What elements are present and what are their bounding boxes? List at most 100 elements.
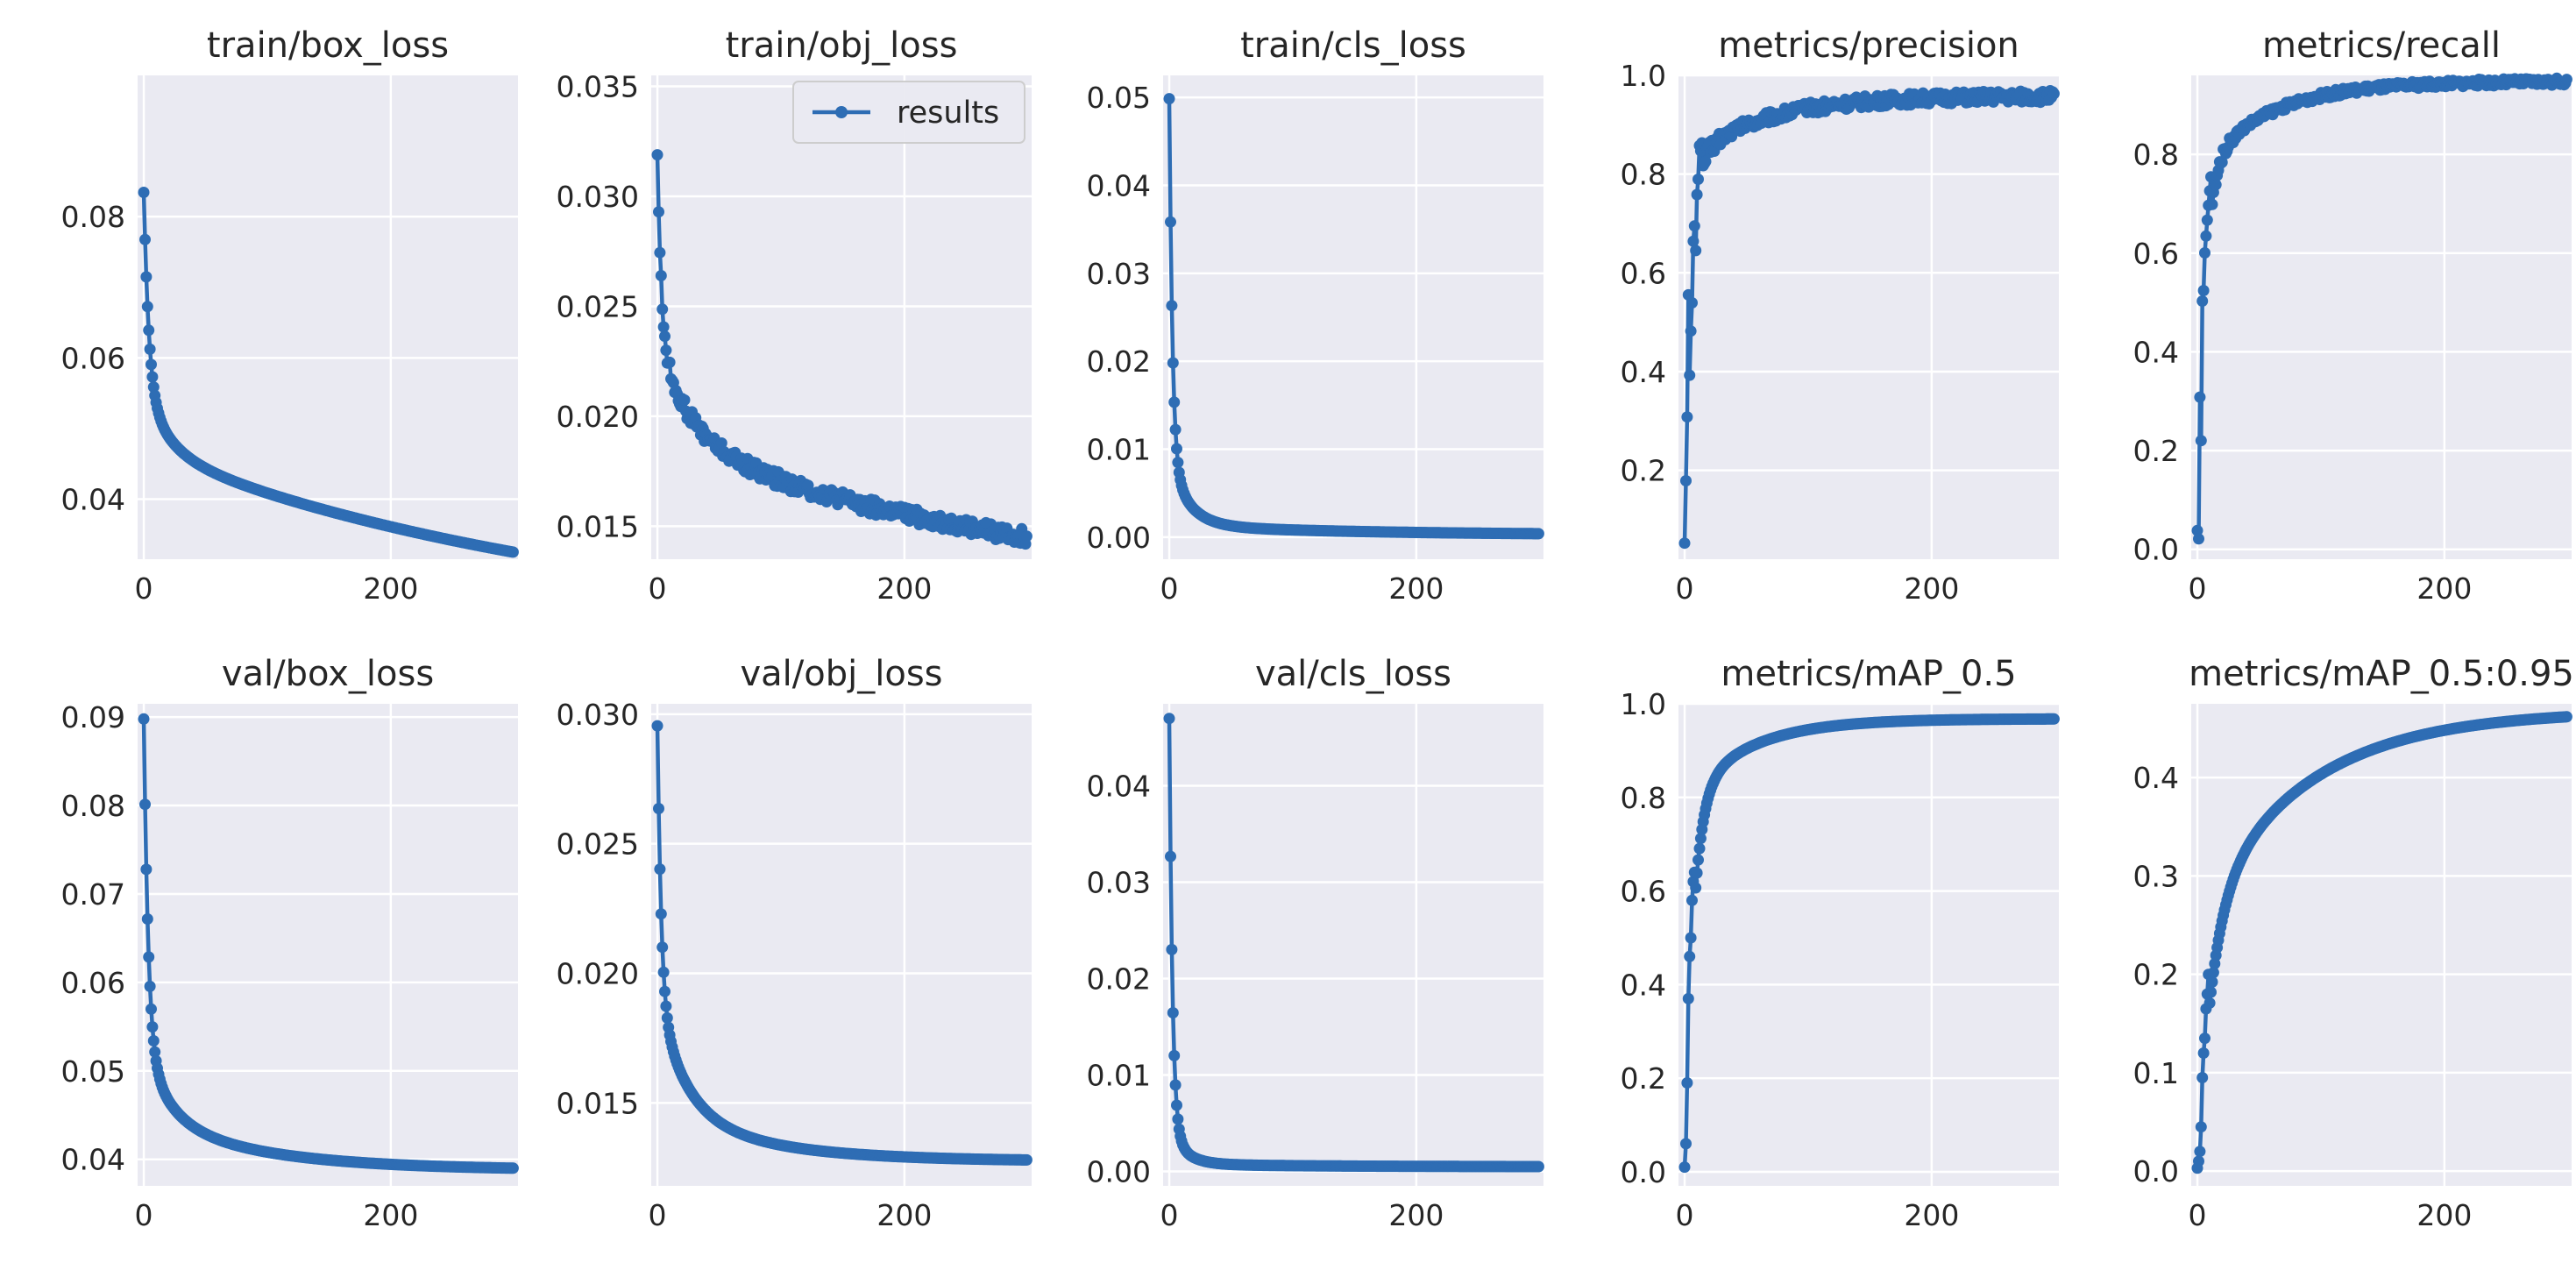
panel-metrics-map-0-5-point xyxy=(1693,842,1706,855)
panel-metrics-recall-point xyxy=(2201,214,2213,226)
panel-train-cls-loss-point xyxy=(1167,357,1179,369)
panel-train-cls-loss-ytick-label: 0.01 xyxy=(1087,433,1151,467)
panel-val-cls-loss-point xyxy=(1168,1049,1181,1061)
panel-train-box-loss-xtick-label: 0 xyxy=(135,571,153,606)
panel-val-obj-loss-point xyxy=(1020,1153,1033,1166)
panel-val-box-loss-point xyxy=(149,1046,161,1058)
panel-train-cls-loss-point xyxy=(1166,300,1178,312)
panel-metrics-map-0-5-point xyxy=(1681,1077,1693,1089)
panel-train-obj-loss-legend-box xyxy=(792,81,1025,144)
panel-val-cls-loss-point xyxy=(1167,1007,1179,1018)
panel-metrics-recall: 0 200 0.0 0.2 0.4 0.6 0.8 metrics/recall xyxy=(2133,25,2572,606)
panel-train-box-loss-point xyxy=(141,301,153,313)
panel-metrics-recall-ytick-label: 0.6 xyxy=(2133,237,2179,271)
panel-metrics-map-0-5-ytick-label: 1.0 xyxy=(1621,687,1666,721)
panel-metrics-map-0-5-0-95-ytick-label: 0.1 xyxy=(2133,1056,2179,1090)
panel-train-obj-loss-point xyxy=(653,206,664,218)
panel-train-box-loss-point xyxy=(507,546,519,558)
panel-val-cls-loss-point xyxy=(1169,1079,1182,1091)
panel-val-cls-loss-point xyxy=(1165,850,1176,862)
panel-metrics-map-0-5-point xyxy=(1685,932,1697,944)
panel-train-obj-loss-point xyxy=(678,394,691,406)
panel-train-obj-loss-point xyxy=(656,303,669,316)
panel-metrics-map-0-5-0-95-point xyxy=(2194,1146,2206,1158)
panel-train-cls-loss-point xyxy=(1171,443,1182,455)
panel-train-box-loss-plot-area xyxy=(138,75,518,559)
panel-metrics-precision-xtick-label: 0 xyxy=(1676,571,1694,606)
panel-val-cls-loss-ytick-label: 0.03 xyxy=(1087,866,1151,900)
panel-metrics-precision-point xyxy=(1690,245,1702,257)
panel-train-box-loss-point xyxy=(138,187,150,198)
panel-val-obj-loss: 0 200 0.015 0.020 0.025 0.030 val/obj_loss xyxy=(557,654,1033,1232)
panel-val-cls-loss-point xyxy=(1172,1113,1184,1125)
panel-metrics-recall-point xyxy=(2195,435,2207,447)
panel-metrics-recall-ytick-label: 0.8 xyxy=(2133,138,2179,172)
panel-val-box-loss-xtick-label: 200 xyxy=(363,1198,418,1232)
panel-metrics-recall-xtick-label: 0 xyxy=(2189,571,2207,606)
panel-val-obj-loss-point xyxy=(659,985,671,997)
panel-metrics-map-0-5-0-95-point xyxy=(2195,1121,2207,1133)
panel-train-cls-loss-plot-area xyxy=(1163,75,1543,559)
panel-train-cls-loss-point xyxy=(1165,216,1176,228)
panel-metrics-map-0-5-0-95-point xyxy=(2203,997,2216,1009)
panel-metrics-recall-point xyxy=(2197,285,2210,296)
panel-train-obj-loss-ytick-label: 0.025 xyxy=(557,289,639,323)
panel-train-box-loss-point xyxy=(139,233,151,245)
panel-val-box-loss-point xyxy=(140,863,153,876)
panel-val-obj-loss-point xyxy=(657,966,670,978)
panel-train-cls-loss: 0 200 0.00 0.01 0.02 0.03 0.04 0.05 train/cls_lo… xyxy=(1087,25,1544,606)
panel-train-cls-loss-ytick-label: 0.05 xyxy=(1087,81,1151,115)
panel-val-cls-loss-plot-area xyxy=(1163,704,1543,1186)
panel-val-obj-loss-ytick-label: 0.030 xyxy=(557,698,639,732)
panel-metrics-recall-point xyxy=(2560,74,2572,86)
panel-metrics-precision-point xyxy=(1692,174,1704,185)
panel-train-obj-loss-ytick-label: 0.030 xyxy=(557,180,639,214)
panel-train-box-loss-ytick-label: 0.06 xyxy=(61,341,125,375)
panel-metrics-recall-xtick-label: 200 xyxy=(2416,571,2472,606)
panel-train-cls-loss-ytick-label: 0.03 xyxy=(1087,257,1151,291)
panel-metrics-precision-title: metrics/precision xyxy=(1718,25,2019,66)
panel-train-cls-loss-point xyxy=(1172,457,1184,469)
panel-train-cls-loss-ytick-label: 0.00 xyxy=(1087,521,1151,555)
panel-train-cls-loss-xtick-label: 0 xyxy=(1160,571,1179,606)
panel-val-obj-loss-ytick-label: 0.020 xyxy=(557,957,639,991)
panel-train-obj-loss-ytick-label: 0.020 xyxy=(557,400,639,434)
panel-val-obj-loss-point xyxy=(651,720,664,732)
panel-train-obj-loss-point xyxy=(664,356,676,368)
panel-train-box-loss-ytick-label: 0.04 xyxy=(61,483,125,517)
panel-val-box-loss-point xyxy=(507,1162,519,1174)
panel-metrics-precision-point xyxy=(2047,88,2060,100)
panel-metrics-precision-ytick-label: 0.4 xyxy=(1621,355,1666,389)
panel-metrics-recall-point xyxy=(2206,198,2218,210)
panel-val-box-loss-point xyxy=(143,951,155,963)
panel-metrics-recall-point xyxy=(2199,247,2211,259)
panel-metrics-map-0-5-0-95-ytick-label: 0.2 xyxy=(2133,958,2179,992)
panel-train-obj-loss-point xyxy=(659,330,671,343)
panel-metrics-precision-point xyxy=(1726,131,1738,143)
panel-metrics-precision-point xyxy=(1688,220,1700,232)
panel-train-cls-loss-ytick-label: 0.04 xyxy=(1087,168,1151,202)
panel-metrics-map-0-5-point xyxy=(1692,854,1704,866)
panel-train-cls-loss-point xyxy=(1169,423,1182,436)
panel-metrics-map-0-5-0-95-ytick-label: 0.0 xyxy=(2133,1154,2179,1188)
panel-val-box-loss-point xyxy=(146,1021,159,1033)
panel-val-box-loss-point xyxy=(144,980,156,992)
panel-val-obj-loss-point xyxy=(653,803,664,814)
panel-val-box-loss-title: val/box_loss xyxy=(222,654,434,694)
panel-val-obj-loss-plot-area xyxy=(651,704,1032,1186)
panel-metrics-map-0-5-0-95-point xyxy=(2209,958,2221,969)
panel-train-cls-loss-ytick-label: 0.02 xyxy=(1087,344,1151,379)
panel-metrics-map-0-5-point xyxy=(2047,713,2060,725)
panel-train-obj-loss-point xyxy=(802,479,814,492)
panel-train-box-loss-point xyxy=(140,271,153,283)
panel-train-obj-loss-point xyxy=(715,437,727,449)
panel-val-cls-loss: 0 200 0.00 0.01 0.02 0.03 0.04 val/cls_loss xyxy=(1087,654,1544,1232)
panel-val-obj-loss-point xyxy=(654,863,666,876)
panel-metrics-recall-ytick-label: 0.2 xyxy=(2133,434,2179,468)
panel-train-obj-loss-point xyxy=(657,321,670,333)
panel-metrics-map-0-5-0-95-point xyxy=(2196,1072,2209,1083)
panel-metrics-precision-ytick-label: 0.6 xyxy=(1621,256,1666,290)
panel-metrics-map-0-5-0-95-point xyxy=(2197,1047,2210,1059)
panel-metrics-precision-point xyxy=(1680,475,1692,486)
panel-metrics-map-0-5-ytick-label: 0.4 xyxy=(1621,968,1666,1002)
